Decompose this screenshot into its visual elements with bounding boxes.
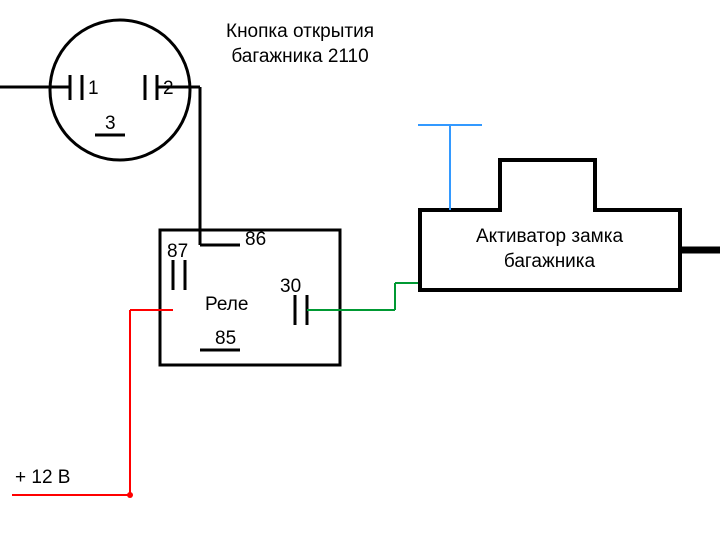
button-pin2-label: 2 [163, 77, 174, 102]
power-label: + 12 В [15, 466, 70, 491]
title-label: Кнопка открытия багажника 2110 [205, 20, 395, 69]
actuator-line2: багажника [504, 251, 595, 272]
relay-pin85-label: 85 [215, 327, 236, 352]
title-line1: Кнопка открытия [226, 21, 374, 42]
title-line2: багажника 2110 [231, 46, 368, 67]
wire-12v-node [127, 492, 133, 498]
relay-pin87-label: 87 [167, 240, 188, 265]
button-pin1-label: 1 [88, 77, 99, 102]
relay-pin30-label: 30 [280, 275, 301, 300]
actuator-line1: Активатор замка [476, 226, 623, 247]
button-pin3-label: 3 [105, 112, 116, 137]
relay-pin86-label: 86 [245, 228, 266, 253]
relay-label: Реле [205, 293, 248, 318]
actuator-label: Активатор замка багажника [432, 225, 667, 274]
